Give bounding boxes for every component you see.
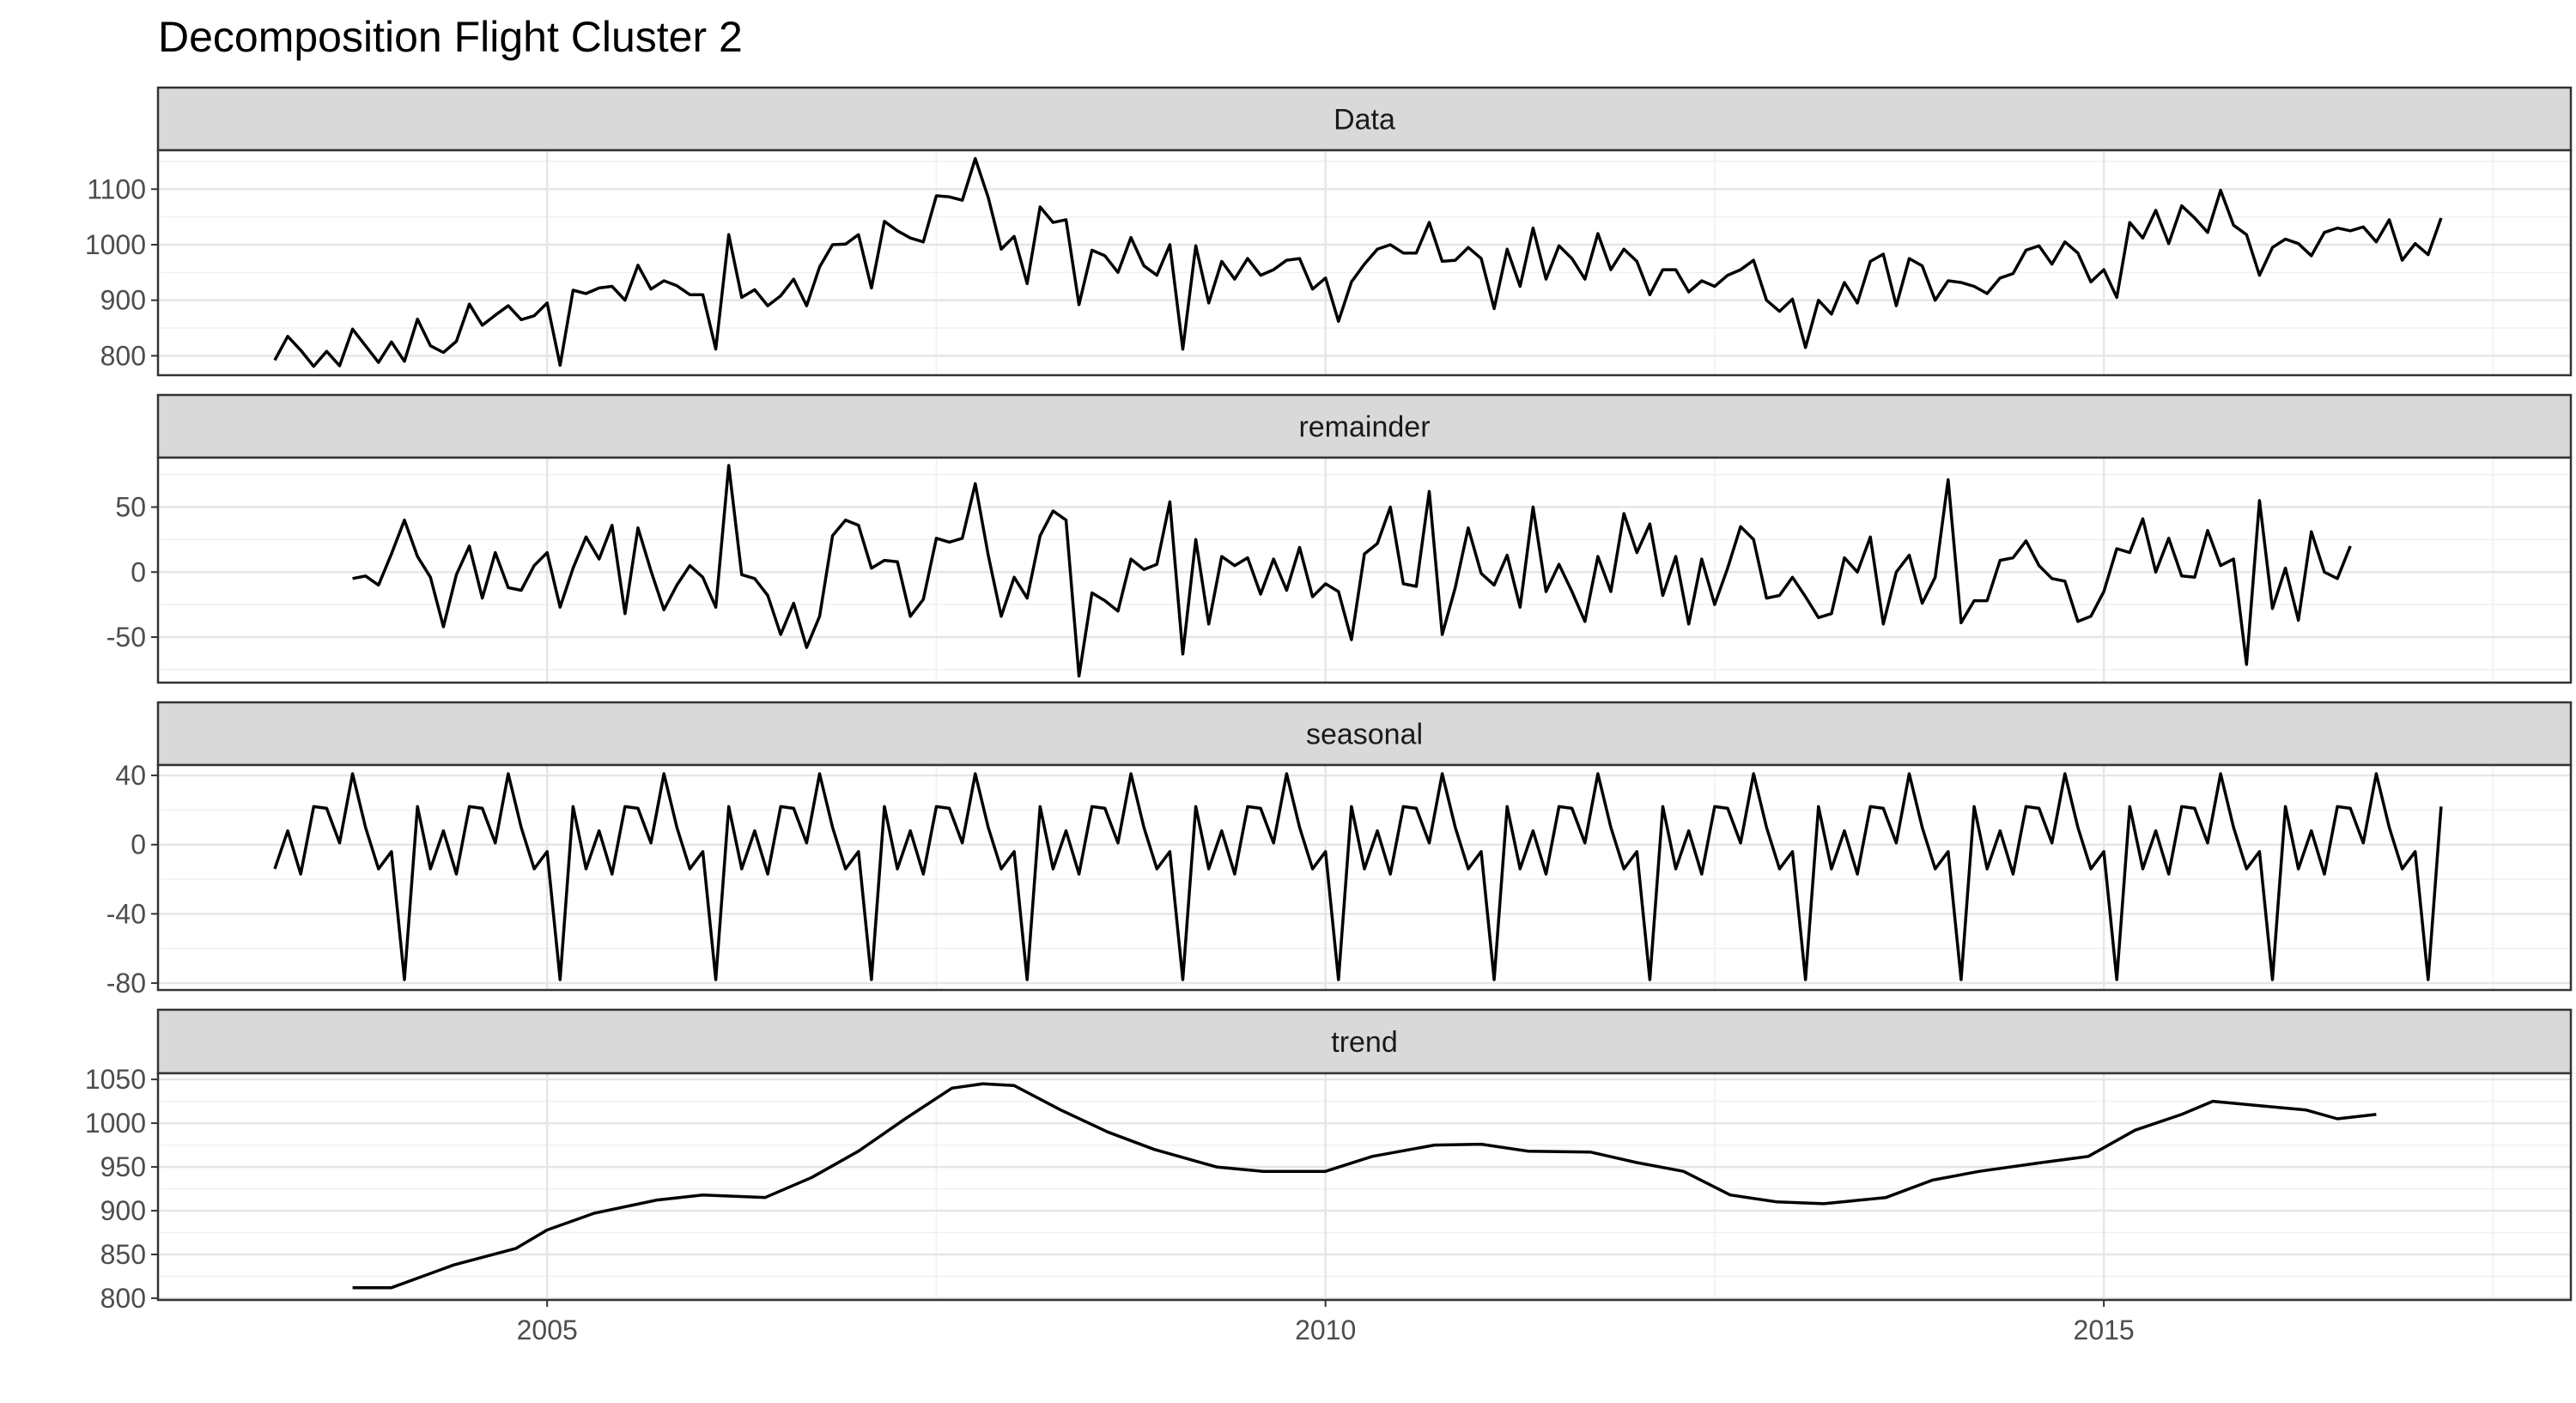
y-tick-label: 1000	[85, 229, 146, 260]
panel-border	[156, 763, 2573, 992]
y-tick-label: 1100	[87, 173, 146, 204]
strip-remainder	[156, 393, 2573, 459]
y-tick-label: -50	[106, 622, 146, 653]
panel-trend: trend 800 850 900 950 1000 1050	[85, 1008, 2573, 1314]
y-tick-label: 1000	[85, 1108, 146, 1139]
panel-remainder: remainder -50 0 50	[106, 393, 2573, 684]
panel-seasonal: seasonal -80 -40 0 40	[106, 701, 2573, 999]
y-tick-label: 900	[100, 285, 146, 316]
strip-trend	[156, 1008, 2573, 1075]
x-tick-label: 2015	[2074, 1315, 2135, 1345]
y-tick-label: -80	[106, 968, 146, 999]
series-line-seasonal	[273, 772, 2443, 981]
y-tick-label: 950	[100, 1151, 146, 1182]
strip-label: remainder	[1298, 411, 1430, 444]
panel-data: Data 800 900 1000 1100	[85, 86, 2573, 377]
series-line-data	[273, 156, 2443, 368]
strip-data	[156, 86, 2573, 152]
y-tick-label: 0	[131, 556, 146, 587]
panel-border	[156, 149, 2573, 377]
panel-border	[156, 456, 2573, 684]
strip-seasonal	[156, 701, 2573, 767]
y-tick-label: 900	[100, 1195, 146, 1226]
panel-border	[156, 1072, 2573, 1302]
y-tick-label: 0	[131, 829, 146, 860]
y-tick-label: -40	[106, 898, 146, 929]
chart-title: Decomposition Flight Cluster 2	[158, 13, 743, 61]
y-tick-label: 800	[100, 1283, 146, 1314]
strip-label: trend	[1331, 1026, 1398, 1059]
series-line-remainder	[352, 464, 2352, 678]
y-tick-label: 1050	[85, 1064, 146, 1095]
x-tick-label: 2005	[517, 1315, 578, 1345]
y-tick-label: 800	[100, 340, 146, 371]
y-tick-label: 850	[100, 1239, 146, 1270]
x-tick-label: 2010	[1295, 1315, 1356, 1345]
y-tick-label: 40	[115, 760, 146, 791]
y-tick-label: 50	[115, 492, 146, 523]
strip-label: Data	[1334, 104, 1395, 137]
strip-label: seasonal	[1306, 719, 1423, 751]
series-line-trend	[352, 1082, 2377, 1290]
